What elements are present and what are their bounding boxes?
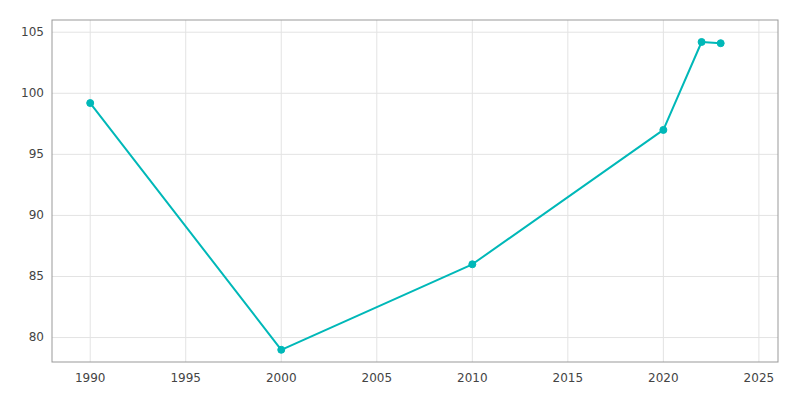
grid-line-x <box>663 20 664 362</box>
grid-line-y <box>52 32 778 33</box>
point <box>87 100 94 107</box>
point <box>698 38 705 45</box>
plot-area <box>52 20 778 362</box>
grid-line-x <box>567 20 568 362</box>
point <box>717 40 724 47</box>
y-tick-label: 100 <box>21 86 44 100</box>
page: {"chart_data": {"type": "line", "x": [19… <box>0 0 800 400</box>
x-tick-label: 2015 <box>553 371 584 385</box>
grid-line-y <box>52 276 778 277</box>
point <box>660 126 667 133</box>
y-tick-label: 90 <box>29 208 44 222</box>
line <box>90 42 720 350</box>
x-tick-label: 1995 <box>170 371 201 385</box>
grid-line-y <box>52 215 778 216</box>
grid-line-x <box>90 20 91 362</box>
x-tick-label: 1990 <box>75 371 106 385</box>
y-tick-label: 95 <box>29 147 44 161</box>
grid-line-x <box>376 20 377 362</box>
x-tick-label: 2025 <box>744 371 775 385</box>
grid-line-x <box>472 20 473 362</box>
grid <box>52 20 778 362</box>
point <box>278 346 285 353</box>
y-tick-label: 105 <box>21 25 44 39</box>
plot-frame <box>52 20 778 362</box>
grid-line-x <box>185 20 186 362</box>
x-tick-label: 2010 <box>457 371 488 385</box>
grid-line-y <box>52 93 778 94</box>
tick-labels: 80 85 90 95 100 105 1990 1995 2000 2005 2010 2015 20… <box>21 25 774 385</box>
grid-line-x <box>281 20 282 362</box>
series <box>87 38 724 353</box>
y-tick-label: 85 <box>29 269 44 283</box>
grid-line-y <box>52 337 778 338</box>
point <box>469 261 476 268</box>
x-tick-label: 2005 <box>362 371 393 385</box>
grid-line-y <box>52 154 778 155</box>
grid-line-x <box>758 20 759 362</box>
x-tick-label: 2000 <box>266 371 297 385</box>
y-tick-label: 80 <box>29 330 44 344</box>
chart: 80 85 90 95 100 105 1990 1995 2000 2005 2010 2015 20… <box>0 0 800 400</box>
x-tick-label: 2020 <box>648 371 679 385</box>
